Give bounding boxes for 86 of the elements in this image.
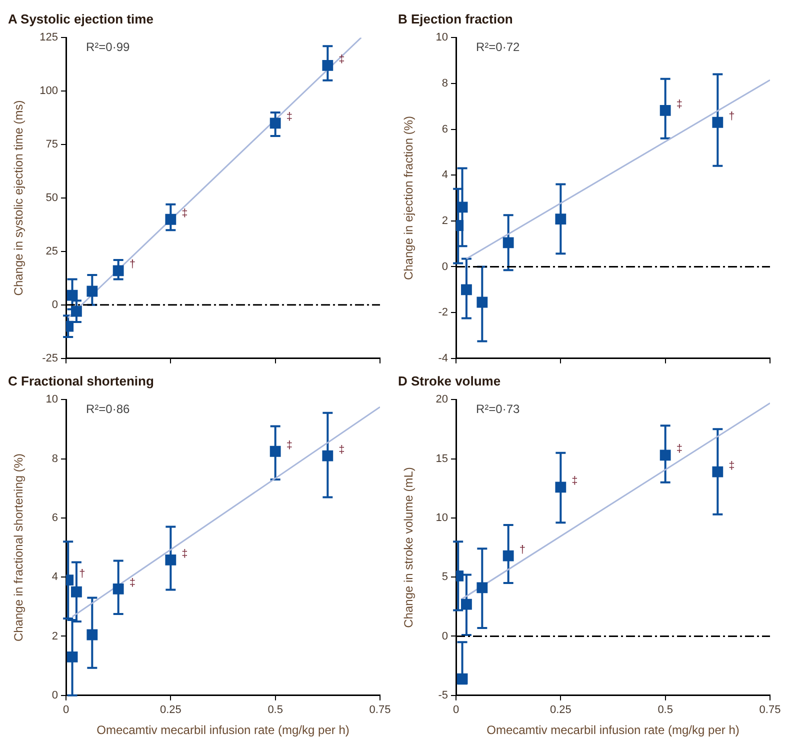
y-tick-label: 4 (442, 169, 448, 182)
point (112, 265, 124, 276)
y-tick-label: 6 (442, 123, 448, 136)
y-tick-label: 15 (436, 452, 448, 465)
y-tick-label: 20 (436, 394, 448, 406)
y-tick-label: -5 (438, 689, 448, 702)
annotation: † (79, 568, 86, 580)
x-tick-label: 0.25 (550, 704, 572, 716)
annotation: ‡ (338, 53, 345, 66)
point (476, 582, 488, 594)
annotation: ‡ (572, 475, 578, 488)
point (322, 60, 334, 71)
y-tick-label: 0 (442, 630, 448, 642)
point (461, 284, 472, 296)
y-tick-label: 0 (442, 260, 448, 273)
annotation: ‡ (286, 111, 292, 124)
point (502, 237, 514, 248)
annotation: ‡ (676, 443, 682, 456)
y-axis-title: Change in systolic ejection time (ms) (12, 100, 26, 296)
annotation: † (129, 258, 136, 271)
annotation: ‡ (338, 444, 345, 456)
y-tick-label: 8 (52, 452, 58, 465)
point (555, 482, 566, 493)
annotation: R²=0·72 (476, 40, 520, 54)
point (712, 466, 724, 478)
y-axis-title: Change in fractional shortening (%) (12, 453, 26, 642)
point (71, 306, 82, 317)
point (322, 450, 334, 462)
y-tick-label: 125 (40, 32, 58, 44)
annotation: R²=0·99 (86, 40, 130, 54)
y-tick-label: 75 (46, 138, 58, 151)
y-tick-label: 10 (46, 394, 58, 406)
y-axis-title: Change in stroke volume (mL) (402, 467, 416, 628)
y-tick-label: 0 (52, 689, 58, 702)
point (86, 629, 98, 640)
point (712, 116, 724, 128)
annotation: ‡ (728, 460, 735, 472)
y-tick-label: 8 (442, 77, 448, 90)
x-tick-label: 0 (452, 704, 460, 716)
point (270, 446, 281, 457)
y-tick-label: -2 (438, 306, 448, 319)
point (112, 583, 124, 594)
point (270, 118, 281, 129)
y-tick-label: 0 (52, 298, 58, 311)
point (555, 214, 566, 225)
point (502, 550, 514, 562)
point (476, 296, 488, 308)
y-tick-label: 2 (52, 630, 58, 642)
point (660, 450, 671, 461)
y-tick-label: 6 (52, 512, 58, 524)
point (165, 214, 176, 225)
x-tick-label: 0.5 (658, 704, 673, 716)
chart-title: C Fractional shortening (8, 373, 154, 388)
y-tick-label: 100 (40, 85, 58, 98)
y-tick-label: 50 (46, 192, 58, 204)
annotation: † (519, 544, 526, 556)
x-axis-title: Omecamtiv mecarbil infusion rate (mg/kg per h) (96, 723, 350, 738)
y-tick-label: -4 (438, 352, 448, 364)
annotation: ‡ (676, 98, 682, 110)
annotation: ‡ (129, 576, 136, 589)
y-tick-label: -25 (42, 352, 58, 364)
annotation: † (728, 110, 735, 122)
x-tick-label: 0.75 (759, 704, 781, 716)
chart-title: D Stroke volume (398, 373, 501, 388)
y-tick-label: 2 (442, 214, 448, 227)
annotation: R²=0·73 (476, 402, 520, 416)
x-tick-label: 0.25 (160, 704, 182, 716)
chart-title: B Ejection fraction (398, 11, 513, 26)
x-axis-title: Omecamtiv mecarbil infusion rate (mg/kg per h) (486, 723, 740, 738)
y-tick-label: 5 (442, 571, 448, 584)
annotation: ‡ (182, 548, 188, 560)
y-tick-label: 10 (436, 512, 448, 524)
x-tick-label: 0.5 (268, 704, 283, 716)
annotation: ‡ (286, 439, 292, 452)
point (86, 286, 98, 297)
y-tick-label: 25 (46, 246, 58, 258)
point (165, 554, 176, 566)
x-tick-label: 0.75 (369, 704, 391, 716)
y-axis-title: Change in ejection fraction (%) (402, 116, 416, 280)
x-tick-label: 0 (62, 704, 70, 716)
y-tick-label: 4 (52, 571, 58, 584)
chart-title: A Systolic ejection time (8, 11, 154, 26)
annotation: R²=0·86 (86, 402, 130, 416)
annotation: ‡ (182, 207, 188, 220)
y-tick-label: 10 (436, 32, 448, 44)
point (660, 105, 671, 116)
